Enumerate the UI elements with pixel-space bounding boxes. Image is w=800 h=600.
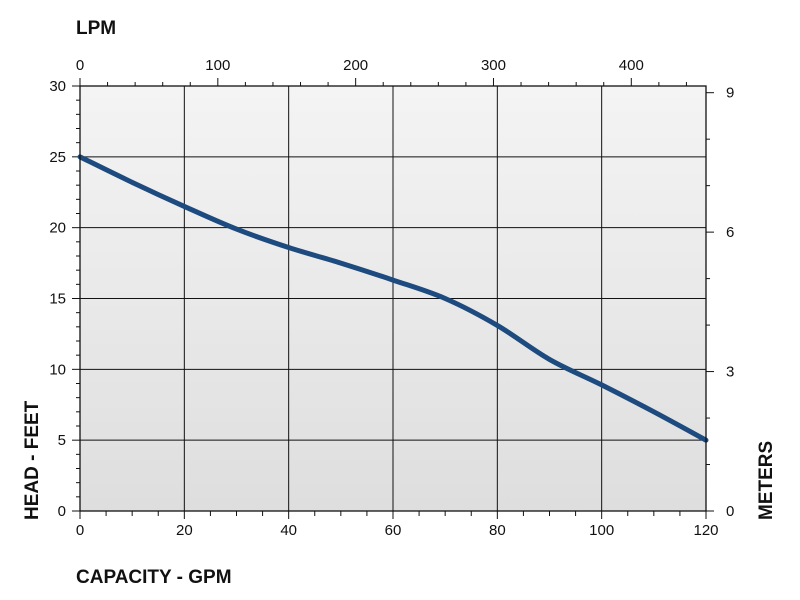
x2-tick-label: 100 — [205, 57, 230, 74]
plot-frame — [79, 85, 707, 512]
y-tick-label: 10 — [49, 361, 66, 378]
ticks — [72, 78, 714, 519]
y2-tick-label: 6 — [726, 224, 734, 241]
x-axis-label: CAPACITY - GPM — [76, 567, 232, 588]
x-tick-label: 60 — [385, 522, 402, 539]
y2-tick-label: 9 — [726, 85, 734, 102]
y-tick-label: 20 — [49, 220, 66, 237]
y2-axis-label: METERS — [756, 441, 777, 520]
y-tick-label: 5 — [58, 432, 66, 449]
x-tick-label: 100 — [589, 522, 614, 539]
x-tick-label: 20 — [176, 522, 193, 539]
y-axis-label: HEAD - FEET — [22, 400, 43, 520]
x2-tick-label: 300 — [481, 57, 506, 74]
x2-axis-label: LPM — [76, 18, 116, 39]
y2-tick-label: 0 — [726, 503, 734, 520]
y-tick-label: 30 — [49, 78, 66, 95]
series — [77, 154, 709, 443]
series-line — [77, 154, 709, 443]
x-tick-label: 80 — [489, 522, 506, 539]
y-tick-label: 15 — [49, 291, 66, 308]
x-tick-label: 0 — [76, 522, 84, 539]
y-tick-label: 25 — [49, 149, 66, 166]
x2-tick-label: 0 — [76, 57, 84, 74]
x-tick-label: 40 — [280, 522, 297, 539]
y2-tick-label: 3 — [726, 364, 734, 381]
y-tick-label: 0 — [58, 503, 66, 520]
x2-tick-label: 400 — [619, 57, 644, 74]
x-tick-label: 120 — [693, 522, 718, 539]
x2-tick-label: 200 — [343, 57, 368, 74]
